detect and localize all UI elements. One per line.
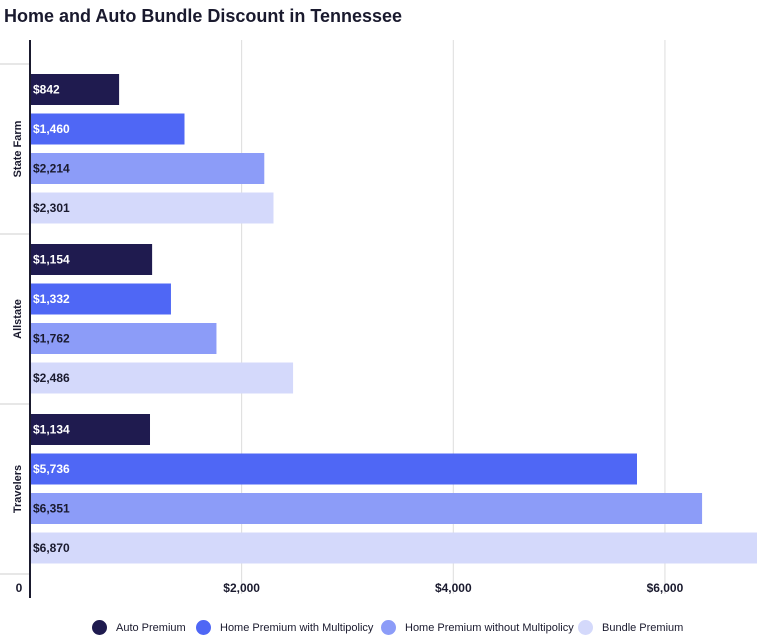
legend-item-home-premium-without-multipolicy: Home Premium without Multipolicy bbox=[381, 620, 574, 635]
legend-label-bundle-premium: Bundle Premium bbox=[602, 621, 684, 634]
data-label-travelers-auto-premium: $1,134 bbox=[33, 423, 70, 437]
data-label-travelers-home-premium-with-multipolicy: $5,736 bbox=[33, 462, 70, 476]
data-label-state-farm-bundle-premium: $2,301 bbox=[33, 201, 70, 215]
data-label-state-farm-home-premium-without-multipolicy: $2,214 bbox=[33, 162, 70, 176]
data-label-allstate-bundle-premium: $2,486 bbox=[33, 371, 70, 385]
data-label-state-farm-auto-premium: $842 bbox=[33, 83, 60, 97]
bar-state-farm-home-premium-with-multipolicy bbox=[30, 113, 185, 145]
legend-swatch-auto-premium bbox=[92, 620, 107, 635]
data-label-allstate-home-premium-with-multipolicy: $1,332 bbox=[33, 292, 70, 306]
x-tick-label-3: $6,000 bbox=[647, 581, 684, 595]
bar-state-farm-home-premium-without-multipolicy bbox=[30, 153, 265, 184]
data-label-travelers-home-premium-without-multipolicy: $6,351 bbox=[33, 502, 70, 516]
legend-item-bundle-premium: Bundle Premium bbox=[578, 620, 683, 635]
bar-state-farm-bundle-premium bbox=[30, 192, 274, 224]
category-label-travelers: Travelers bbox=[12, 465, 24, 513]
bar-allstate-auto-premium bbox=[30, 244, 153, 275]
bar-travelers-home-premium-without-multipolicy bbox=[30, 493, 703, 524]
x-tick-label-0: 0 bbox=[16, 581, 23, 595]
bar-allstate-home-premium-with-multipolicy bbox=[30, 283, 171, 315]
legend-swatch-home-premium-with-multipolicy bbox=[196, 620, 211, 635]
category-label-allstate: Allstate bbox=[12, 299, 24, 339]
legend-swatch-bundle-premium bbox=[578, 620, 593, 635]
data-label-allstate-auto-premium: $1,154 bbox=[33, 253, 70, 267]
bar-travelers-auto-premium bbox=[30, 414, 151, 445]
x-tick-label-2: $4,000 bbox=[435, 581, 472, 595]
x-tick-label-1: $2,000 bbox=[223, 581, 260, 595]
legend-label-home-premium-with-multipolicy: Home Premium with Multipolicy bbox=[220, 621, 374, 634]
legend: Auto Premium Home Premium with Multipoli… bbox=[0, 620, 780, 640]
data-label-travelers-bundle-premium: $6,870 bbox=[33, 541, 70, 555]
bar-travelers-bundle-premium bbox=[30, 532, 757, 564]
data-label-allstate-home-premium-without-multipolicy: $1,762 bbox=[33, 332, 70, 346]
bar-allstate-bundle-premium bbox=[30, 362, 294, 394]
category-label-state-farm: State Farm bbox=[12, 120, 24, 177]
bar-chart: State Farm $842 $1,460 $2,214 $2,301 Allstate… bbox=[0, 40, 757, 598]
legend-item-auto-premium: Auto Premium bbox=[92, 620, 186, 635]
data-label-state-farm-home-premium-with-multipolicy: $1,460 bbox=[33, 122, 70, 136]
legend-label-auto-premium: Auto Premium bbox=[116, 621, 186, 634]
bar-travelers-home-premium-with-multipolicy bbox=[30, 453, 637, 485]
bar-state-farm-auto-premium bbox=[30, 74, 120, 105]
legend-item-home-premium-with-multipolicy: Home Premium with Multipolicy bbox=[196, 620, 373, 635]
chart-title: Home and Auto Bundle Discount in Tenness… bbox=[4, 6, 403, 26]
legend-label-home-premium-without-multipolicy: Home Premium without Multipolicy bbox=[405, 621, 574, 634]
bar-allstate-home-premium-without-multipolicy bbox=[30, 323, 217, 354]
legend-swatch-home-premium-without-multipolicy bbox=[381, 620, 396, 635]
